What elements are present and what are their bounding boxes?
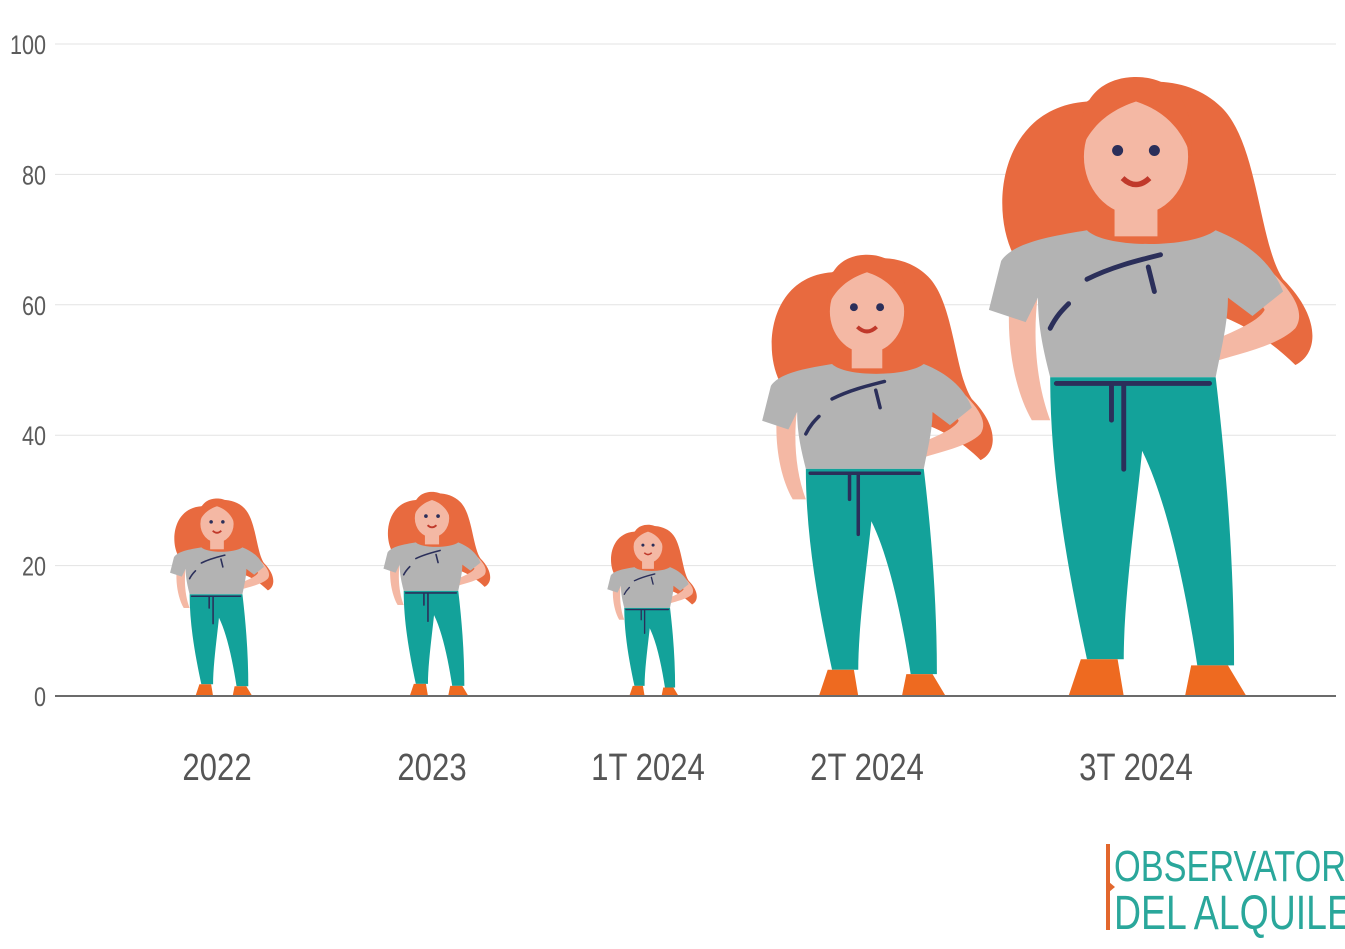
observatorio-logo: OBSERVATORIO DEL ALQUILER: [1106, 842, 1345, 940]
logo-notch: [1109, 882, 1115, 892]
figure-2023: [383, 491, 491, 696]
y-tick-label: 20: [22, 552, 46, 582]
x-tick-label-1t-2024: 1T 2024: [591, 747, 705, 789]
logo-line-2: DEL ALQUILER: [1114, 887, 1345, 940]
y-axis: 0 20 40 60 80 100: [10, 31, 46, 713]
y-tick-label: 80: [22, 161, 46, 191]
x-tick-label-2023: 2023: [397, 747, 466, 789]
x-tick-label-3t-2024: 3T 2024: [1079, 747, 1193, 789]
y-tick-label: 40: [22, 422, 46, 452]
logo-line-1: OBSERVATORIO: [1114, 842, 1345, 891]
figure-3t-2024: [988, 76, 1313, 696]
logo-bar: [1106, 844, 1110, 930]
y-tick-label: 60: [22, 292, 46, 322]
y-tick-label: 100: [10, 31, 46, 61]
x-tick-label-2t-2024: 2T 2024: [810, 747, 924, 789]
figure-1t-2024: [607, 524, 697, 696]
figure-2022: [170, 498, 274, 696]
x-axis: 2022 2023 1T 2024 2T 2024 3T 2024: [182, 747, 1193, 789]
y-tick-label: 0: [34, 683, 46, 713]
figure-2t-2024: [762, 254, 993, 696]
figure-marks: [170, 76, 1313, 696]
x-tick-label-2022: 2022: [182, 747, 251, 789]
